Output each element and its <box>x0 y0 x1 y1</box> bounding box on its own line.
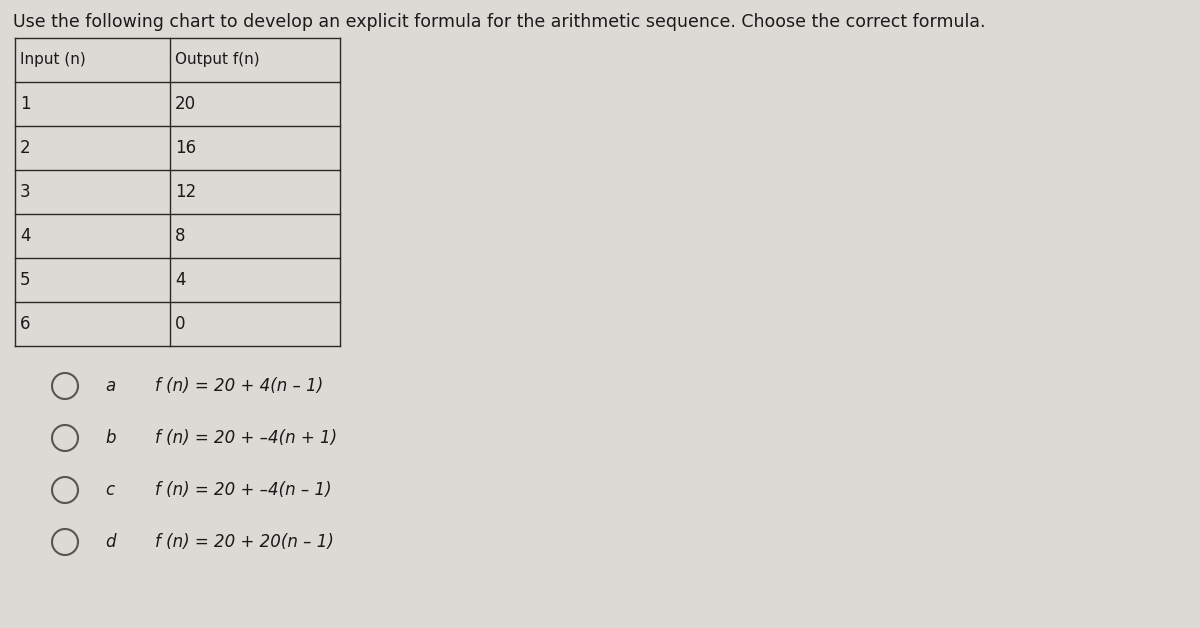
Text: 0: 0 <box>175 315 186 333</box>
Text: 4: 4 <box>175 271 186 289</box>
Text: a: a <box>106 377 115 395</box>
Text: 3: 3 <box>20 183 31 201</box>
Text: 4: 4 <box>20 227 30 245</box>
Text: f (n) = 20 + –4(n – 1): f (n) = 20 + –4(n – 1) <box>155 481 331 499</box>
Text: 8: 8 <box>175 227 186 245</box>
Text: 16: 16 <box>175 139 196 157</box>
Text: f (n) = 20 + 20(n – 1): f (n) = 20 + 20(n – 1) <box>155 533 334 551</box>
Text: d: d <box>106 533 115 551</box>
Text: f (n) = 20 + 4(n – 1): f (n) = 20 + 4(n – 1) <box>155 377 323 395</box>
Text: b: b <box>106 429 115 447</box>
Text: 6: 6 <box>20 315 30 333</box>
Text: Use the following chart to develop an explicit formula for the arithmetic sequen: Use the following chart to develop an ex… <box>13 13 985 31</box>
Text: f (n) = 20 + –4(n + 1): f (n) = 20 + –4(n + 1) <box>155 429 337 447</box>
Text: 20: 20 <box>175 95 196 113</box>
Text: 2: 2 <box>20 139 31 157</box>
Text: c: c <box>106 481 114 499</box>
Text: 12: 12 <box>175 183 197 201</box>
Text: 1: 1 <box>20 95 31 113</box>
Text: Output f(n): Output f(n) <box>175 53 259 67</box>
Text: Input (n): Input (n) <box>20 53 85 67</box>
Text: 5: 5 <box>20 271 30 289</box>
